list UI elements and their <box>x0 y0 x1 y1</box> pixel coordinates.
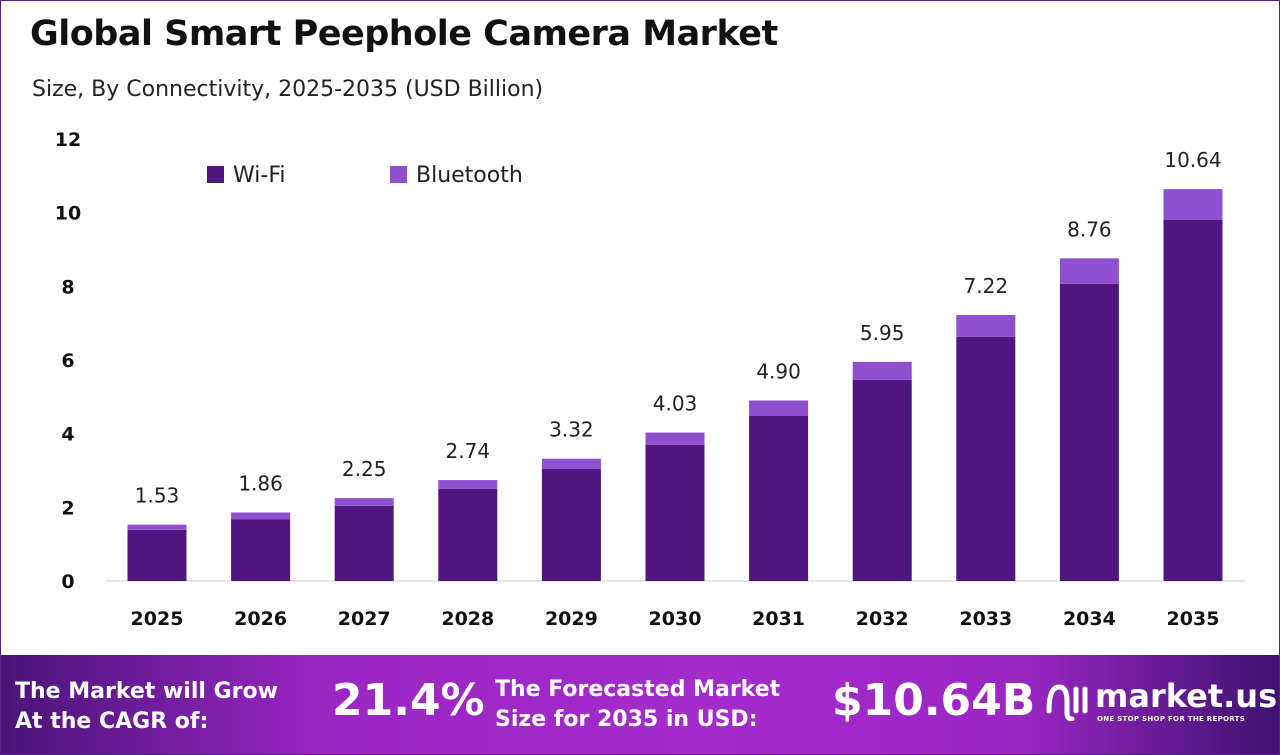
y-tick-label: 0 <box>61 571 74 593</box>
data-label: 1.86 <box>238 471 283 495</box>
bar-wifi-2027 <box>334 505 394 581</box>
x-tick-label: 2029 <box>545 608 598 630</box>
bar-wifi-2030 <box>645 444 705 581</box>
x-tick-label: 2026 <box>234 608 287 630</box>
logo-name: market.us <box>1095 677 1278 715</box>
data-label: 7.22 <box>964 274 1009 298</box>
y-tick-label: 8 <box>61 276 74 298</box>
bar-bluetooth-2029 <box>541 458 601 470</box>
bar-wifi-2035 <box>1163 219 1223 582</box>
legend-label: Wi-Fi <box>233 163 286 188</box>
data-label: 4.03 <box>653 392 698 416</box>
chart-subtitle: Size, By Connectivity, 2025-2035 (USD Bi… <box>32 77 544 102</box>
y-tick-label: 4 <box>61 424 74 446</box>
chart-title: Global Smart Peephole Camera Market <box>30 14 778 54</box>
legend-swatch-bluetooth <box>390 166 407 183</box>
bar-bluetooth-2034 <box>1059 258 1119 284</box>
bar-bluetooth-2027 <box>334 498 394 506</box>
bar-wifi-2032 <box>852 379 912 581</box>
bar-chart: 0 2 4 6 8 10 12 1.53 2025 1.86 2026 2.25 2027 2.74 202… <box>55 129 1245 630</box>
x-tick-label: 2028 <box>441 608 494 630</box>
x-tick-label: 2025 <box>131 608 184 630</box>
x-tick-label: 2027 <box>338 608 391 630</box>
y-tick-label: 12 <box>55 129 81 151</box>
market-us-logo: market.us ONE STOP SHOP FOR THE REPORTS <box>1045 677 1277 725</box>
x-tick-label: 2033 <box>959 608 1012 630</box>
forecast-label-line2: Size for 2035 in USD: <box>495 707 758 732</box>
bar-bluetooth-2028 <box>438 480 498 489</box>
bar-wifi-2026 <box>231 519 291 581</box>
x-tick-label: 2030 <box>649 608 702 630</box>
logo-tagline: ONE STOP SHOP FOR THE REPORTS <box>1097 715 1246 723</box>
y-tick-label: 2 <box>61 497 74 519</box>
footer-banner: The Market will Grow At the CAGR of: 21.… <box>0 655 1280 755</box>
bar-bluetooth-2035 <box>1163 189 1223 220</box>
bar-wifi-2025 <box>127 529 187 581</box>
y-tick-label: 6 <box>61 350 74 372</box>
data-label: 2.74 <box>446 439 491 463</box>
forecast-label-line1: The Forecasted Market <box>495 677 781 702</box>
forecast-label: The Forecasted Market Size for 2035 in U… <box>495 675 780 735</box>
x-tick-label: 2031 <box>752 608 805 630</box>
bar-bluetooth-2025 <box>127 524 187 530</box>
legend-label: Bluetooth <box>416 163 523 188</box>
bar-bluetooth-2026 <box>231 512 291 520</box>
bar-bluetooth-2031 <box>749 400 809 416</box>
bar-bluetooth-2032 <box>852 361 912 380</box>
data-label: 5.95 <box>860 321 905 345</box>
data-label: 1.53 <box>135 484 180 508</box>
bar-wifi-2034 <box>1059 283 1119 581</box>
bar-wifi-2033 <box>956 336 1016 581</box>
data-label: 2.25 <box>342 457 387 481</box>
data-label: 3.32 <box>549 418 594 442</box>
bar-wifi-2029 <box>541 469 601 581</box>
bar-wifi-2028 <box>438 488 498 581</box>
legend-swatch-wifi <box>207 166 224 183</box>
cagr-label-line1: The Market will Grow <box>15 679 278 704</box>
logo-mark-icon <box>1046 684 1088 722</box>
forecast-value: $10.64B <box>832 675 1036 726</box>
data-label: 8.76 <box>1067 217 1112 241</box>
bar-bluetooth-2030 <box>645 432 705 445</box>
x-tick-label: 2035 <box>1167 608 1220 630</box>
cagr-label-line2: At the CAGR of: <box>15 709 209 734</box>
data-label: 4.90 <box>756 360 801 384</box>
x-tick-label: 2032 <box>856 608 909 630</box>
data-label: 10.64 <box>1164 148 1221 172</box>
cagr-label: The Market will Grow At the CAGR of: <box>15 677 278 737</box>
bar-bluetooth-2033 <box>956 315 1016 337</box>
y-tick-label: 10 <box>55 203 81 225</box>
cagr-value: 21.4% <box>332 675 485 726</box>
x-tick-label: 2034 <box>1063 608 1116 630</box>
bar-wifi-2031 <box>749 415 809 581</box>
